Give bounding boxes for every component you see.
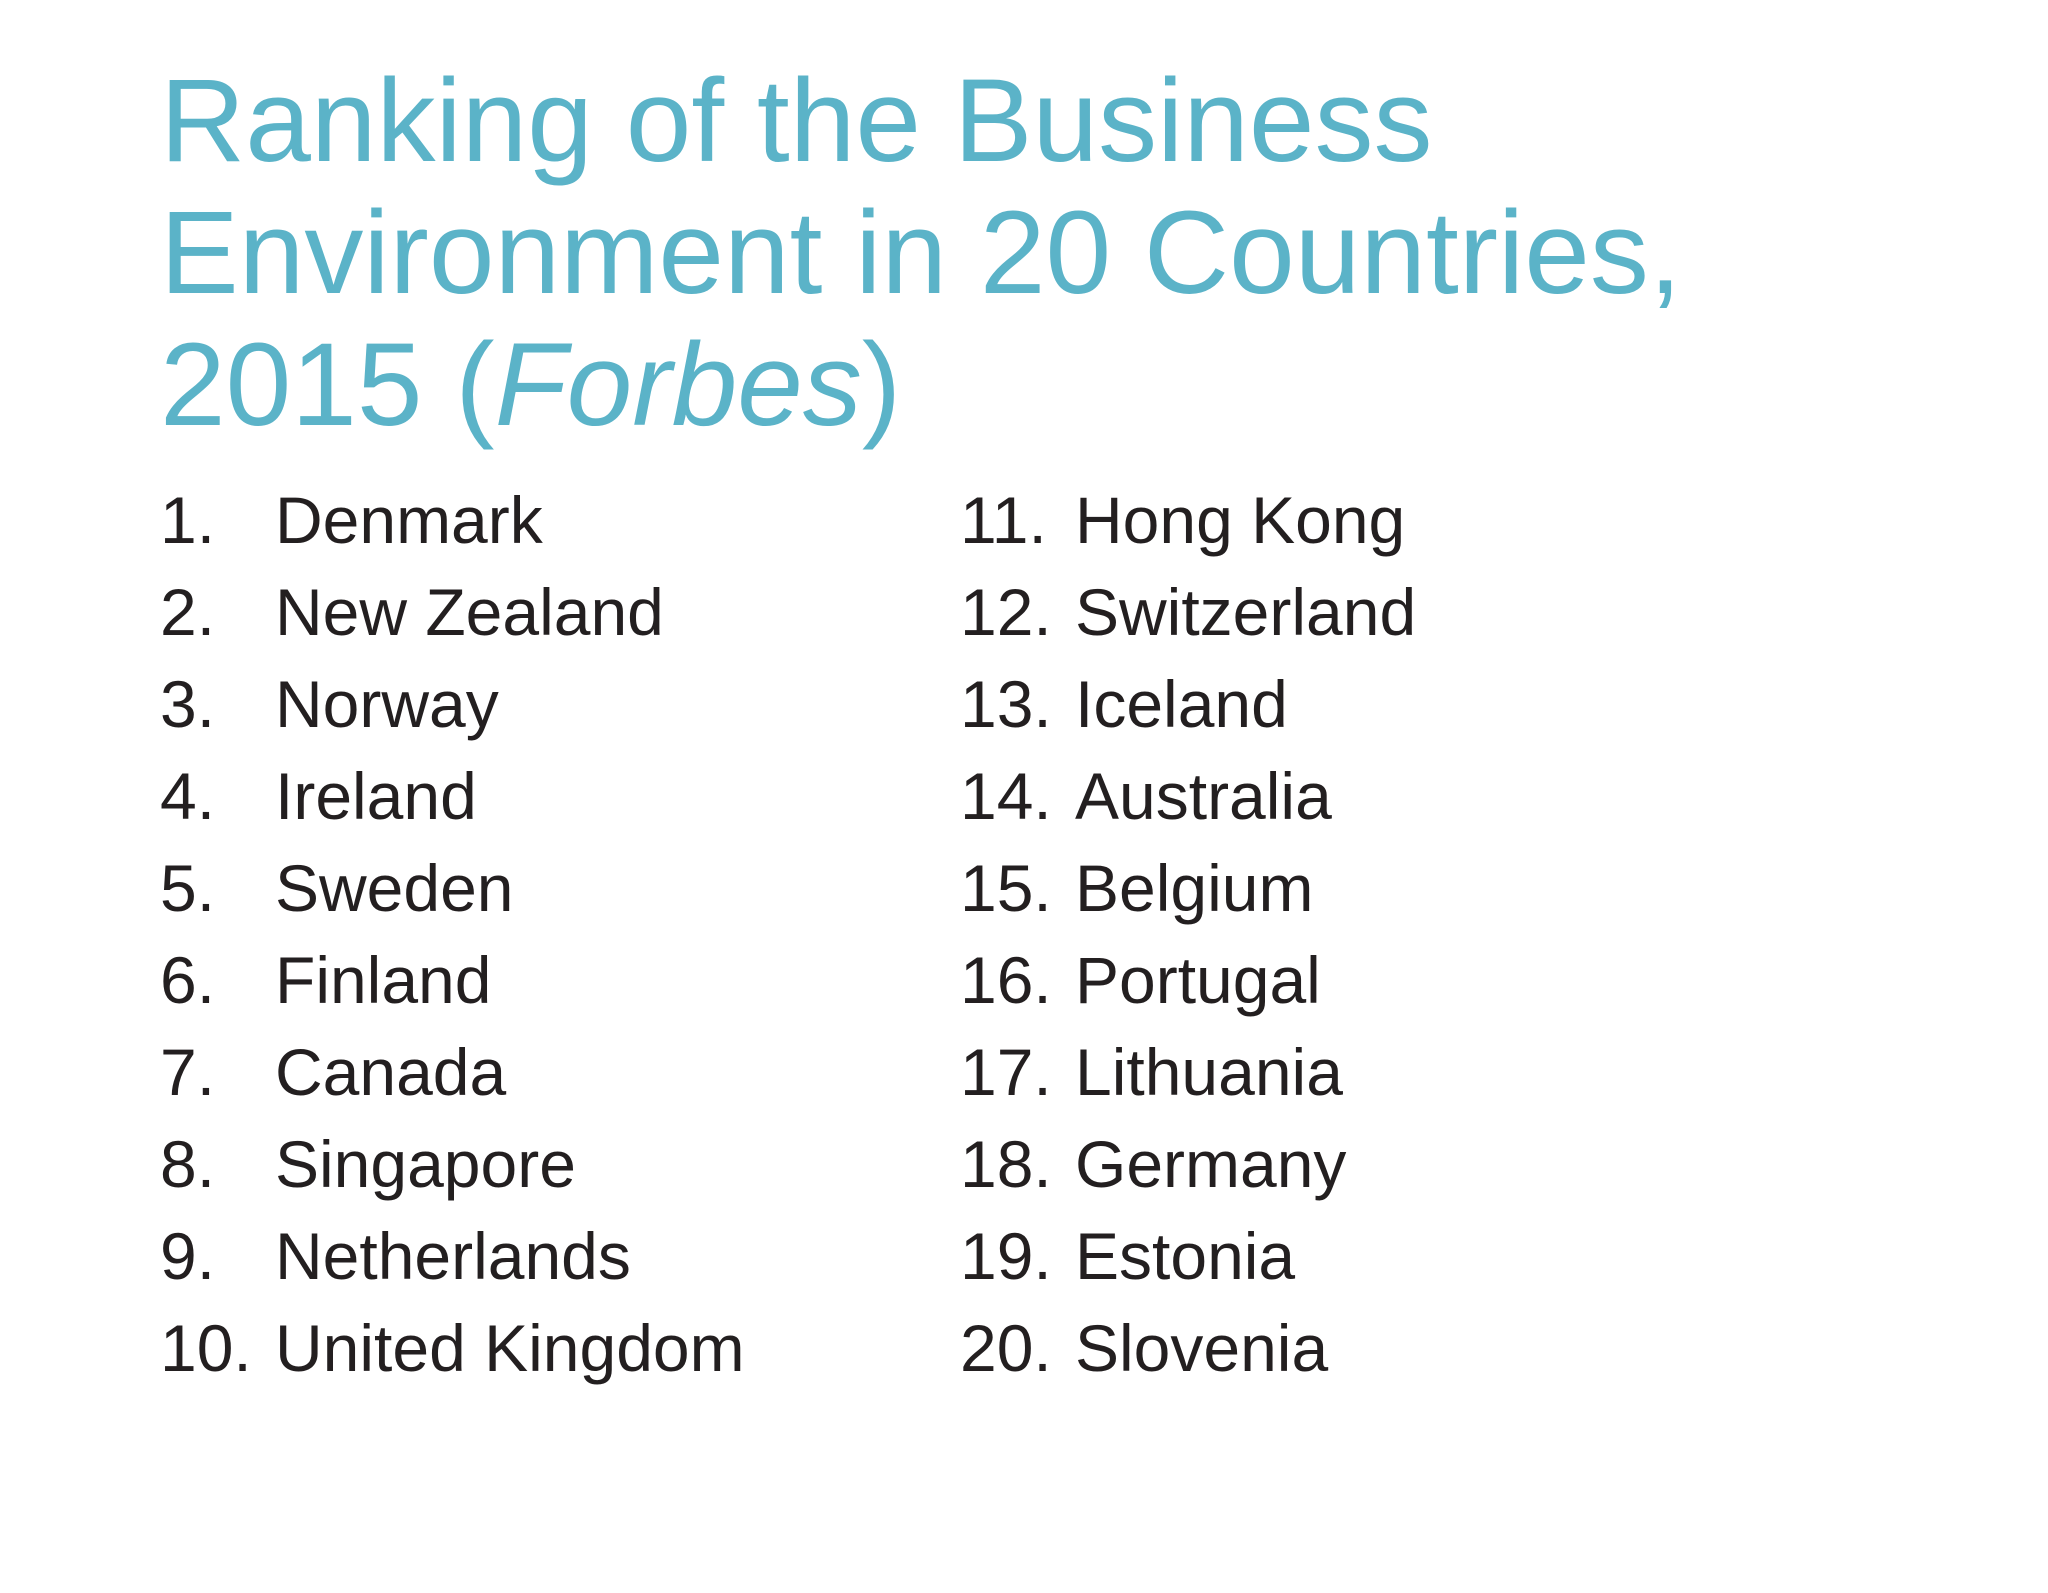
list-item: 15. Belgium bbox=[960, 842, 1860, 934]
country-name: Belgium bbox=[1075, 851, 1314, 925]
country-name: Switzerland bbox=[1075, 575, 1417, 649]
country-name: Estonia bbox=[1075, 1219, 1296, 1293]
list-item: 10. United Kingdom bbox=[160, 1302, 960, 1394]
rank-number: 9. bbox=[160, 1219, 216, 1293]
rank-number: 3. bbox=[160, 667, 216, 741]
rank-number: 20. bbox=[960, 1311, 1052, 1385]
title-line-2: Environment in 20 Countries, bbox=[160, 187, 1682, 319]
country-name: Hong Kong bbox=[1075, 483, 1406, 557]
list-item: 19. Estonia bbox=[960, 1210, 1860, 1302]
rank-number: 5. bbox=[160, 851, 216, 925]
rank-number: 4. bbox=[160, 759, 216, 833]
list-item: 9. Netherlands bbox=[160, 1210, 960, 1302]
title-source: Forbes bbox=[494, 319, 862, 451]
ranking-list-right: 11. Hong Kong 12. Switzerland 13. Iceland 1… bbox=[960, 474, 1860, 1394]
rank-number: 2. bbox=[160, 575, 216, 649]
country-name: Germany bbox=[1075, 1127, 1347, 1201]
country-name: New Zealand bbox=[275, 575, 664, 649]
slide-title: Ranking of the Business Environment in 2… bbox=[160, 55, 2010, 451]
country-name: Sweden bbox=[275, 851, 514, 925]
country-name: Netherlands bbox=[275, 1219, 631, 1293]
country-name: Singapore bbox=[275, 1127, 576, 1201]
list-item: 8. Singapore bbox=[160, 1118, 960, 1210]
list-item: 12. Switzerland bbox=[960, 566, 1860, 658]
list-item: 5. Sweden bbox=[160, 842, 960, 934]
rank-number: 16. bbox=[960, 943, 1052, 1017]
list-item: 18. Germany bbox=[960, 1118, 1860, 1210]
rank-number: 11. bbox=[960, 483, 1047, 557]
list-item: 1. Denmark bbox=[160, 474, 960, 566]
rank-number: 14. bbox=[960, 759, 1052, 833]
rank-number: 12. bbox=[960, 575, 1052, 649]
title-line-3: 2015 (Forbes) bbox=[160, 319, 2010, 451]
list-item: 7. Canada bbox=[160, 1026, 960, 1118]
rank-number: 10. bbox=[160, 1311, 252, 1385]
country-name: Canada bbox=[275, 1035, 507, 1109]
list-item: 2. New Zealand bbox=[160, 566, 960, 658]
rank-number: 6. bbox=[160, 943, 216, 1017]
list-item: 4. Ireland bbox=[160, 750, 960, 842]
rank-number: 13. bbox=[960, 667, 1052, 741]
list-item: 20. Slovenia bbox=[960, 1302, 1860, 1394]
list-item: 13. Iceland bbox=[960, 658, 1860, 750]
country-name: Ireland bbox=[275, 759, 477, 833]
rank-number: 17. bbox=[960, 1035, 1052, 1109]
list-item: 11. Hong Kong bbox=[960, 474, 1860, 566]
rank-number: 18. bbox=[960, 1127, 1052, 1201]
rank-number: 19. bbox=[960, 1219, 1052, 1293]
country-name: Portugal bbox=[1075, 943, 1321, 1017]
title-year: 2015 ( bbox=[160, 319, 495, 451]
list-item: 6. Finland bbox=[160, 934, 960, 1026]
country-name: Finland bbox=[275, 943, 492, 1017]
rank-number: 15. bbox=[960, 851, 1052, 925]
list-item: 3. Norway bbox=[160, 658, 960, 750]
rank-number: 7. bbox=[160, 1035, 216, 1109]
title-close-paren: ) bbox=[861, 319, 902, 451]
country-name: Slovenia bbox=[1075, 1311, 1329, 1385]
ranking-list-left: 1. Denmark 2. New Zealand 3. Norway 4. Irela… bbox=[160, 474, 960, 1394]
country-name: Iceland bbox=[1075, 667, 1288, 741]
country-name: Australia bbox=[1075, 759, 1332, 833]
rank-number: 1. bbox=[160, 483, 216, 557]
list-item: 17. Lithuania bbox=[960, 1026, 1860, 1118]
country-name: Denmark bbox=[275, 483, 543, 557]
list-item: 16. Portugal bbox=[960, 934, 1860, 1026]
title-line-1: Ranking of the Business bbox=[160, 55, 1433, 187]
rank-number: 8. bbox=[160, 1127, 216, 1201]
list-item: 14. Australia bbox=[960, 750, 1860, 842]
country-name: Norway bbox=[275, 667, 499, 741]
country-name: Lithuania bbox=[1075, 1035, 1343, 1109]
country-name: United Kingdom bbox=[275, 1311, 745, 1385]
